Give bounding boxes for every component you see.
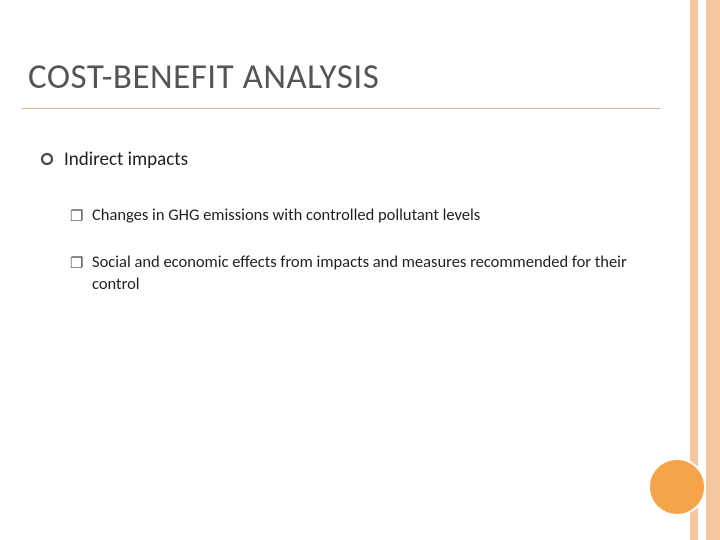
bullet-level1-text: Indirect impacts (64, 148, 188, 171)
bullet-level2: ❐ Social and economic effects from impac… (70, 252, 650, 295)
content-area: Indirect impacts ❐ Changes in GHG emissi… (40, 148, 650, 321)
slide: COST-BENEFIT ANALYSIS Indirect impacts ❐… (0, 0, 720, 540)
circle-bullet-icon (40, 152, 54, 166)
section-bullet-icon: ❐ (70, 254, 86, 273)
bullet-level2: ❐ Changes in GHG emissions with controll… (70, 205, 650, 226)
bullet-level2-text: Social and economic effects from impacts… (92, 252, 650, 295)
bullet-level2-text: Changes in GHG emissions with controlled… (92, 205, 480, 226)
slide-title: COST-BENEFIT ANALYSIS (28, 56, 379, 98)
decor-stripe-outer (706, 0, 720, 540)
section-bullet-icon: ❐ (70, 207, 86, 226)
bullet-level2-group: ❐ Changes in GHG emissions with controll… (40, 205, 650, 295)
decor-circle (648, 458, 706, 516)
bullet-level1: Indirect impacts (40, 148, 650, 171)
title-underline (22, 108, 660, 109)
decor-stripe-inner (690, 0, 698, 540)
